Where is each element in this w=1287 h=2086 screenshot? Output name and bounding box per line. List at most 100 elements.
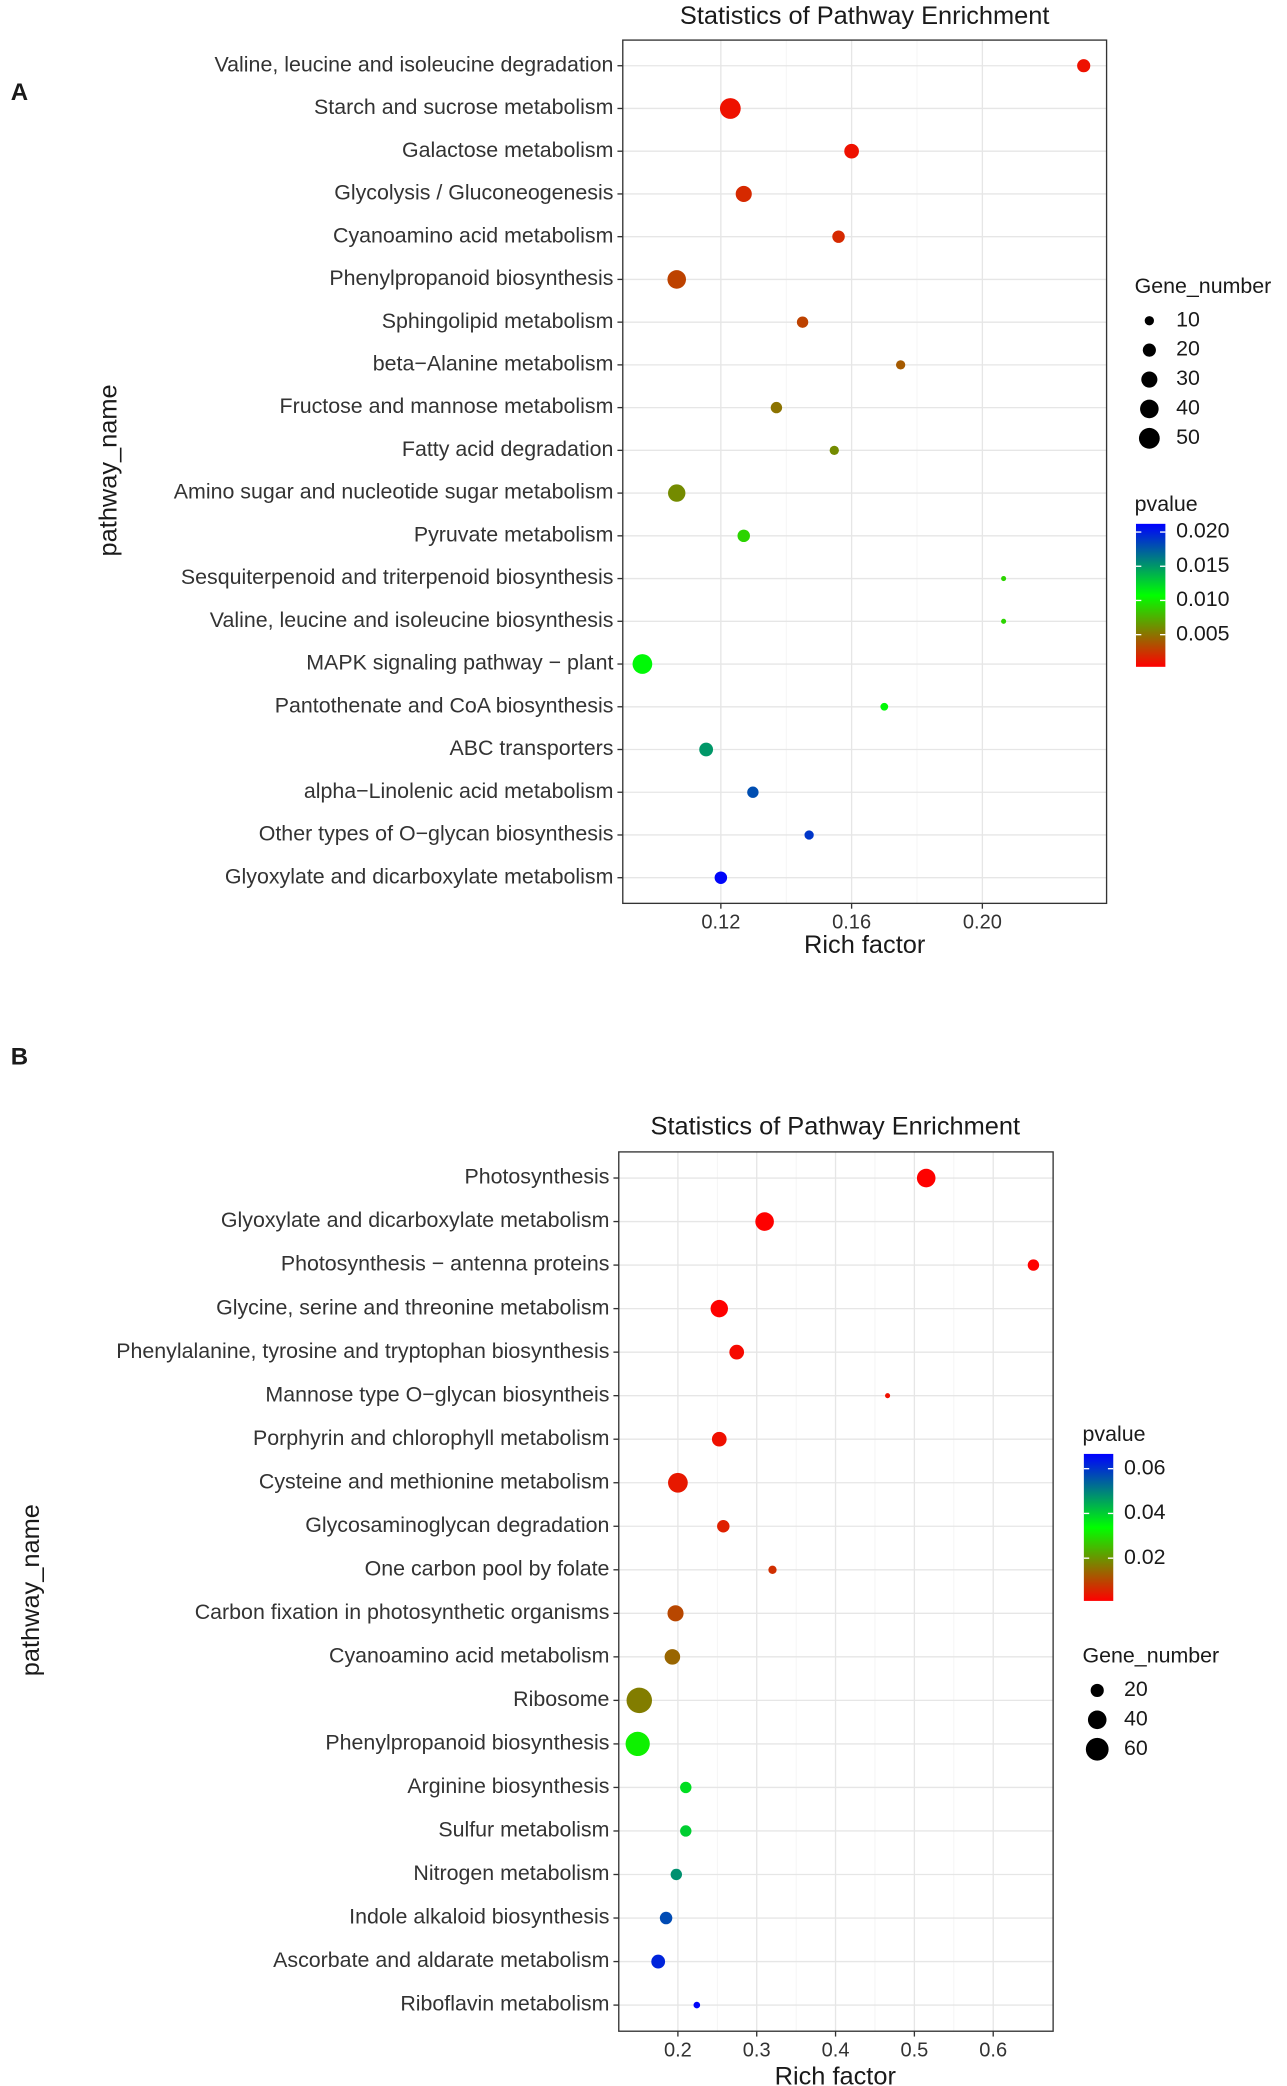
y-tick-label: Riboflavin metabolism bbox=[400, 1992, 609, 2016]
y-axis-label: pathway_name bbox=[17, 1504, 45, 1676]
y-tick-label: Cyanoamino acid metabolism bbox=[329, 1643, 609, 1667]
y-tick-label: Sulfur metabolism bbox=[438, 1818, 609, 1842]
y-tick-label: Phenylalanine, tyrosine and tryptophan b… bbox=[116, 1339, 609, 1363]
size-legend-label: 20 bbox=[1176, 337, 1200, 361]
point bbox=[829, 445, 839, 456]
point bbox=[729, 1344, 745, 1360]
size-legend-label: 50 bbox=[1176, 425, 1200, 449]
point bbox=[737, 529, 750, 543]
point bbox=[699, 742, 714, 757]
point bbox=[885, 1393, 891, 1399]
point bbox=[796, 316, 809, 328]
x-tick-label: 0.2 bbox=[664, 2040, 692, 2062]
y-tick-label: Pantothenate and CoA biosynthesis bbox=[275, 693, 614, 717]
y-tick-label: Glycolysis / Gluconeogenesis bbox=[334, 181, 613, 205]
point bbox=[659, 1911, 673, 1925]
color-legend-label: 0.06 bbox=[1124, 1455, 1166, 1479]
point bbox=[747, 786, 759, 798]
plot-border bbox=[622, 39, 1108, 905]
point bbox=[693, 2001, 701, 2009]
y-tick-label: Starch and sucrose metabolism bbox=[314, 95, 613, 119]
y-tick-label: beta−Alanine metabolism bbox=[373, 352, 614, 376]
color-legend-label: 0.015 bbox=[1176, 553, 1230, 577]
y-tick-label: Sphingolipid metabolism bbox=[382, 309, 614, 333]
point bbox=[710, 1299, 728, 1318]
point bbox=[770, 401, 783, 414]
y-tick-label: Glyoxylate and dicarboxylate metabolism bbox=[221, 1208, 610, 1232]
x-tick-label: 0.6 bbox=[979, 2040, 1007, 2062]
point bbox=[1001, 576, 1007, 582]
point bbox=[880, 702, 889, 711]
y-tick-label: Phenylpropanoid biosynthesis bbox=[325, 1731, 609, 1755]
size-legend-title: Gene_number bbox=[1083, 1644, 1220, 1668]
y-tick-label: Carbon fixation in photosynthetic organi… bbox=[195, 1600, 610, 1624]
point bbox=[626, 1687, 653, 1714]
y-tick-label: Valine, leucine and isoleucine biosynthe… bbox=[210, 608, 614, 632]
panel: B Statistics of Pathway Enrichment 0.2 0.3 0… bbox=[11, 1044, 1219, 2086]
color-legend-title: pvalue bbox=[1083, 1422, 1146, 1446]
size-legend-key bbox=[1142, 343, 1156, 357]
y-tick-label: Glyoxylate and dicarboxylate metabolism bbox=[225, 864, 614, 888]
plot-area bbox=[622, 40, 1107, 904]
y-tick-label: Nitrogen metabolism bbox=[413, 1861, 609, 1885]
panel: A Statistics of Pathway Enrichment 0.12 0.1… bbox=[11, 2, 1272, 959]
y-tick-label: Other types of O−glycan biosynthesis bbox=[259, 822, 614, 846]
size-legend-key bbox=[1087, 1710, 1107, 1730]
point bbox=[916, 1168, 936, 1188]
point bbox=[667, 1605, 684, 1622]
color-legend-title: pvalue bbox=[1135, 492, 1198, 516]
point bbox=[844, 143, 859, 159]
point bbox=[755, 1212, 774, 1231]
y-tick-label: Photosynthesis bbox=[464, 1165, 609, 1189]
point bbox=[664, 1649, 681, 1665]
point bbox=[625, 1731, 650, 1757]
y-tick-label: Glycosaminoglycan degradation bbox=[305, 1513, 609, 1537]
size-legend-key bbox=[1138, 427, 1160, 449]
y-tick-label: Amino sugar and nucleotide sugar metabol… bbox=[174, 480, 614, 504]
color-legend-label: 0.020 bbox=[1176, 519, 1230, 543]
point bbox=[680, 1825, 692, 1837]
size-legend-label: 60 bbox=[1124, 1736, 1148, 1760]
point bbox=[632, 654, 653, 674]
y-tick-label: alpha−Linolenic acid metabolism bbox=[304, 779, 614, 803]
y-tick-label: Ascorbate and aldarate metabolism bbox=[273, 1948, 609, 1972]
point bbox=[651, 1954, 666, 1969]
size-legend-key bbox=[1140, 399, 1159, 419]
point bbox=[804, 830, 814, 840]
y-tick-label: Indole alkaloid biosynthesis bbox=[349, 1905, 609, 1929]
point bbox=[680, 1781, 692, 1794]
chart-title: Statistics of Pathway Enrichment bbox=[680, 2, 1050, 30]
y-tick-label: Phenylpropanoid biosynthesis bbox=[329, 266, 613, 290]
x-tick-label: 0.20 bbox=[963, 912, 1002, 934]
y-tick-label: Sesquiterpenoid and triterpenoid biosynt… bbox=[181, 565, 614, 589]
y-tick-label: Fructose and mannose metabolism bbox=[280, 394, 614, 418]
plot-border bbox=[618, 1151, 1054, 2032]
point bbox=[717, 1520, 730, 1533]
size-legend-title: Gene_number bbox=[1135, 274, 1272, 298]
color-legend-label: 0.010 bbox=[1176, 587, 1230, 611]
color-legend-label: 0.005 bbox=[1176, 621, 1230, 645]
size-legend-label: 10 bbox=[1176, 307, 1200, 331]
point bbox=[719, 98, 741, 119]
color-legend-label: 0.02 bbox=[1124, 1545, 1166, 1569]
point bbox=[714, 871, 728, 884]
x-tick-label: 0.12 bbox=[701, 912, 740, 934]
point bbox=[832, 230, 845, 243]
size-legend-label: 40 bbox=[1124, 1706, 1148, 1730]
point bbox=[1027, 1259, 1040, 1271]
x-axis-label: Rich factor bbox=[804, 931, 926, 959]
y-axis-label: pathway_name bbox=[94, 384, 122, 556]
point bbox=[711, 1431, 727, 1447]
x-tick-label: 0.3 bbox=[743, 2040, 771, 2062]
size-legend-key bbox=[1144, 316, 1154, 326]
size-legend-label: 20 bbox=[1124, 1677, 1148, 1701]
y-tick-label: Galactose metabolism bbox=[402, 138, 613, 162]
color-legend-label: 0.04 bbox=[1124, 1500, 1166, 1524]
point bbox=[1001, 618, 1007, 624]
y-tick-label: Glycine, serine and threonine metabolism bbox=[216, 1295, 609, 1319]
point bbox=[668, 484, 686, 502]
x-tick-label: 0.4 bbox=[822, 2040, 850, 2062]
x-tick-label: 0.5 bbox=[900, 2040, 928, 2062]
color-bar bbox=[1135, 523, 1166, 667]
size-legend-key bbox=[1085, 1737, 1109, 1761]
